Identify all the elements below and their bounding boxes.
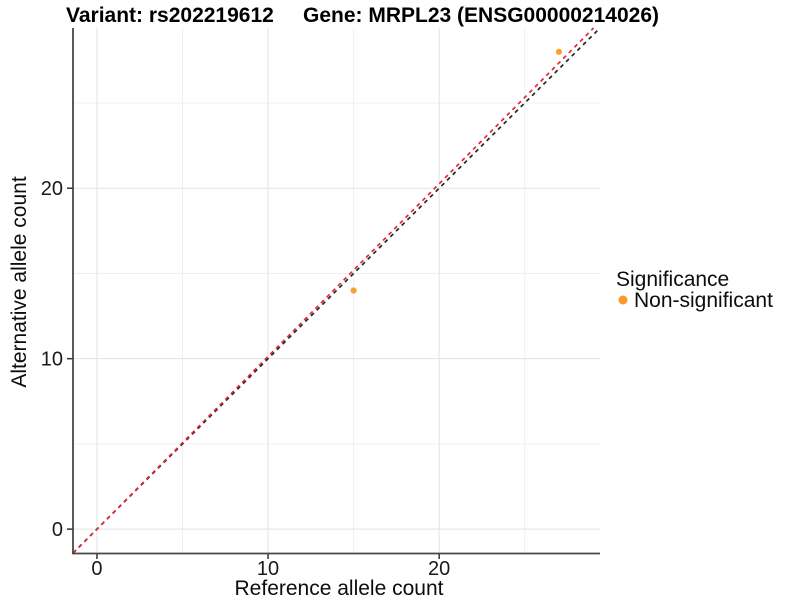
x-axis-title: Reference allele count	[235, 577, 444, 600]
axis-ticks: 0 10 20 0 10 20	[41, 178, 451, 580]
fit-line	[72, 27, 595, 554]
reference-lines	[72, 27, 601, 554]
x-tick-label: 10	[257, 558, 279, 580]
legend-item-label: Non-significant	[634, 289, 773, 312]
gridlines-major	[73, 28, 600, 553]
y-tick-label: 0	[52, 519, 63, 541]
plot-title-variant: Variant: rs202219612	[66, 4, 274, 27]
y-tick-label: 20	[41, 178, 63, 200]
legend-key-dot	[618, 295, 628, 305]
y-axis-title: Alternative allele count	[8, 176, 31, 387]
data-point	[555, 48, 563, 55]
y-tick-label: 10	[41, 349, 63, 371]
legend: Significance Non-significant	[616, 268, 773, 312]
x-tick-label: 20	[428, 558, 450, 580]
x-tick-label: 0	[91, 558, 102, 580]
data-points	[350, 48, 563, 294]
plot-title-gene: Gene: MRPL23 (ENSG00000214026)	[303, 4, 659, 27]
data-point	[350, 287, 357, 294]
legend-title: Significance	[616, 268, 729, 291]
